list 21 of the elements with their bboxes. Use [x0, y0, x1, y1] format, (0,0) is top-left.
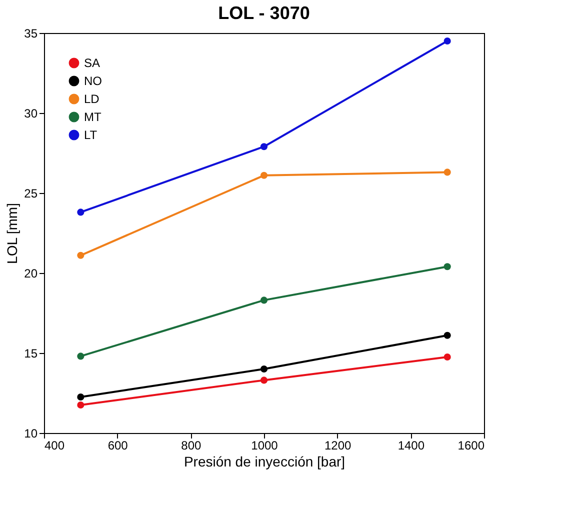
legend-label: NO — [84, 74, 102, 88]
legend-label: LT — [84, 128, 98, 142]
x-tick-label: 1000 — [251, 438, 278, 452]
y-tick-label: 30 — [24, 106, 38, 120]
x-tick-label: 1200 — [324, 438, 352, 452]
x-tick-label: 800 — [181, 438, 202, 452]
x-axis-title: Presión de inyección [bar] — [184, 454, 346, 470]
y-tick-label: 15 — [24, 346, 38, 360]
x-tick-label: 400 — [44, 438, 65, 452]
x-tick-label: 1400 — [398, 438, 425, 452]
y-axis-title: LOL [mm] — [4, 203, 20, 264]
y-tick-label: 20 — [24, 266, 38, 280]
x-tick-label: 600 — [108, 438, 128, 452]
y-tick-label: 25 — [24, 186, 38, 200]
legend-label: LD — [84, 92, 100, 106]
legend-label: MT — [84, 110, 102, 124]
x-tick-label: 1600 — [458, 438, 485, 452]
chart-title: LOL - 3070 — [218, 3, 310, 23]
y-tick-label: 10 — [24, 426, 38, 440]
y-tick-label: 35 — [24, 26, 38, 40]
legend-label: SA — [84, 56, 100, 70]
